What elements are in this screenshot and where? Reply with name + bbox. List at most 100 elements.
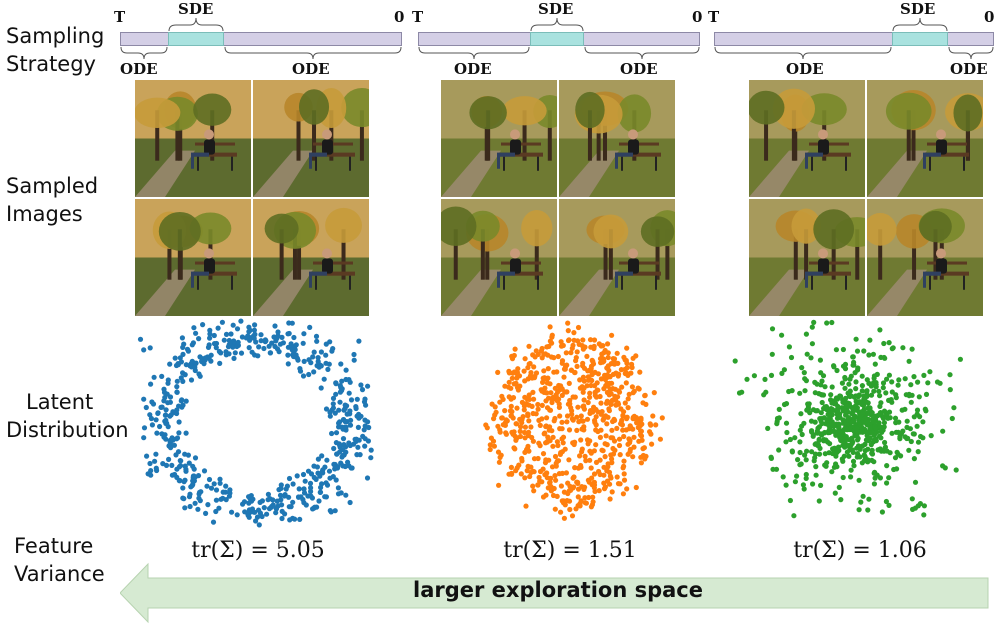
scatter-point (571, 474, 577, 480)
scatter-point (574, 427, 580, 433)
scatter-point (535, 406, 541, 412)
scatter-point (797, 462, 803, 468)
scatter-point (301, 486, 307, 492)
scatter-point (853, 386, 859, 392)
scatter-point (908, 382, 914, 388)
scatter-point (238, 318, 244, 324)
scatter-point (580, 337, 586, 343)
scatter-point (578, 462, 584, 469)
scatter-point (234, 326, 241, 332)
scatter-point (633, 484, 639, 491)
sampled-image (253, 80, 369, 197)
scatter-point (624, 360, 630, 366)
scatter-point (286, 494, 292, 500)
scatter-point (353, 436, 360, 442)
scatter-point (176, 419, 182, 425)
scatter-point (590, 494, 596, 500)
scatter-point (253, 518, 259, 524)
scatter-point (513, 380, 519, 386)
scatter-point (279, 334, 285, 340)
scatter-point (828, 392, 834, 398)
scatter-point (531, 364, 537, 370)
scatter-point (348, 465, 354, 471)
scatter-point (850, 449, 856, 455)
scatter-point (858, 499, 864, 505)
scatter-point (544, 390, 550, 396)
scatter-point (577, 503, 583, 509)
scatter-point (166, 456, 172, 462)
scatter-point (833, 453, 839, 459)
scatter-point (174, 435, 181, 441)
scatter-point (593, 422, 599, 428)
scatter-point (141, 435, 147, 441)
arrow-left-icon (120, 562, 989, 624)
scatter-point (353, 404, 359, 410)
scatter-point (621, 433, 627, 440)
scatter-point (490, 438, 497, 444)
scatter-point (638, 454, 644, 460)
scatter-point (176, 430, 182, 436)
scatter-point (574, 349, 580, 355)
scatter-point (503, 417, 509, 423)
scatter-point (337, 399, 343, 405)
scatter-point (912, 505, 918, 511)
scatter-point (604, 372, 610, 378)
scatter-point (744, 376, 750, 382)
scatter-point (886, 409, 893, 415)
scatter-point (888, 397, 894, 403)
scatter-point (211, 481, 217, 487)
scatter-point (342, 463, 348, 470)
scatter-point (581, 378, 587, 384)
scatter-point (542, 430, 548, 436)
timeline-bar (714, 32, 994, 46)
scatter-point (330, 405, 336, 411)
scatter-point (638, 460, 644, 466)
scatter-point (732, 358, 738, 364)
scatter-point (880, 385, 886, 391)
timeline-bar (120, 32, 402, 46)
scatter-point (231, 355, 237, 361)
scatter-point (882, 439, 888, 446)
scatter-point (842, 376, 848, 382)
scatter-point (564, 413, 571, 419)
scatter-point (153, 451, 159, 457)
scatter-point (620, 491, 626, 497)
scatter-point (487, 442, 493, 448)
scatter-point (582, 500, 588, 506)
scatter-point (861, 406, 867, 412)
scatter-point (285, 361, 291, 367)
scatter-point (265, 491, 271, 497)
scatter-point (869, 447, 875, 453)
scatter-point (308, 493, 314, 499)
scatter-point (795, 457, 801, 463)
scatter-point (250, 496, 256, 502)
scatter-point (937, 380, 943, 386)
scatter-point (163, 462, 170, 468)
scatter-point (539, 402, 545, 408)
scatter-point (940, 463, 946, 469)
sde-label: SDE (178, 0, 214, 18)
scatter-point (638, 433, 645, 439)
scatter-point (575, 324, 582, 331)
scatter-point (246, 500, 252, 506)
scatter-point (947, 387, 953, 393)
scatter-point (183, 398, 189, 404)
scatter-point (811, 319, 817, 325)
scatter-point (573, 355, 579, 361)
scatter-point (522, 449, 528, 455)
scatter-point (509, 429, 515, 435)
scatter-point (812, 379, 818, 385)
scatter-point (643, 401, 649, 407)
scatter-point (844, 403, 850, 409)
scatter-point (291, 334, 297, 341)
scatter-point (587, 394, 593, 400)
scatter-point (338, 385, 344, 391)
scatter-point (297, 516, 303, 522)
scatter-point (544, 415, 550, 421)
scatter-point (155, 410, 161, 416)
scatter-point (578, 413, 584, 419)
scatter-point (783, 439, 789, 445)
scatter-point (625, 372, 631, 378)
scatter-point (215, 325, 221, 331)
scatter-point (889, 379, 895, 385)
